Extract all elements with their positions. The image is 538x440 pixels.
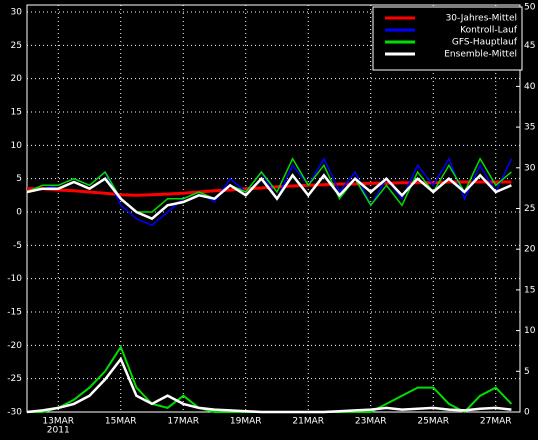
x-tick-label: 27MAR (480, 417, 512, 427)
y2-tick-label: 40 (524, 82, 536, 92)
legend-label: GFS-Hauptlauf (452, 38, 518, 48)
y2-tick-label: 35 (524, 123, 535, 133)
y-tick-label: 15 (11, 108, 22, 118)
y2-tick-label: 50 (524, 3, 536, 13)
y2-tick-label: 45 (524, 41, 535, 51)
y-tick-label: -15 (7, 308, 22, 318)
x-tick-label: 13MAR (42, 417, 74, 427)
x-tick-label: 23MAR (355, 417, 387, 427)
y-tick-label: 0 (16, 208, 22, 218)
y-tick-label: -30 (7, 408, 22, 418)
y-tick-label: -5 (13, 241, 22, 251)
y-tick-label: 25 (11, 41, 22, 51)
x-tick-label: 19MAR (230, 417, 262, 427)
x-tick-label: 15MAR (105, 417, 137, 427)
y2-tick-label: 15 (524, 285, 535, 295)
y-tick-label: 20 (11, 74, 23, 84)
y2-tick-label: 0 (524, 408, 530, 418)
x-tick-label: 21MAR (292, 417, 324, 427)
y-tick-label: 5 (16, 174, 22, 184)
legend-label: 30-Jahres-Mittel (446, 14, 517, 24)
y2-tick-label: 25 (524, 204, 535, 214)
series-line (27, 344, 513, 414)
y-tick-label: -20 (7, 341, 22, 351)
y-tick-label: 30 (11, 8, 23, 18)
x-tick-label: 17MAR (167, 417, 199, 427)
y2-tick-label: 20 (524, 245, 536, 255)
y-tick-label: -25 (7, 374, 22, 384)
legend-label: Kontroll-Lauf (460, 26, 518, 36)
legend-label: Ensemble-Mittel (444, 50, 517, 60)
y2-tick-label: 30 (524, 163, 536, 173)
y-tick-label: -10 (7, 274, 22, 284)
y-tick-label: 10 (11, 141, 23, 151)
series-line (26, 356, 512, 414)
y2-tick-label: 10 (524, 326, 536, 336)
x-sublabel: 2011 (47, 426, 70, 436)
y2-tick-label: 5 (524, 367, 530, 377)
x-tick-label: 25MAR (417, 417, 449, 427)
series-line (26, 173, 512, 221)
